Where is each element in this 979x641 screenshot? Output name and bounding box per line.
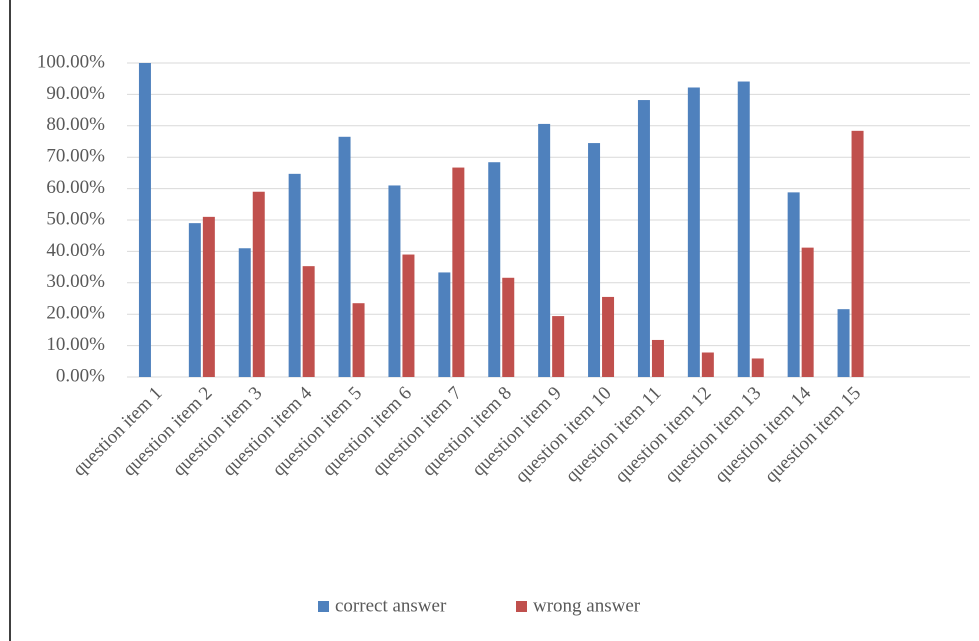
bar [138, 63, 151, 377]
legend-swatch [516, 601, 527, 612]
bar [338, 136, 351, 377]
y-tick-label: 30.00% [46, 271, 105, 292]
bar [552, 316, 565, 377]
y-tick-label: 40.00% [46, 240, 105, 261]
y-tick-label: 80.00% [46, 114, 105, 135]
bar [352, 303, 365, 377]
bar [502, 277, 515, 377]
y-tick-label: 90.00% [46, 83, 105, 104]
y-tick-label: 60.00% [46, 177, 105, 198]
bar [488, 162, 501, 377]
bar [302, 266, 315, 377]
bar [452, 167, 465, 377]
bar [787, 192, 800, 377]
y-tick-label: 0.00% [56, 365, 105, 386]
bar [538, 123, 551, 377]
bar [851, 130, 864, 377]
bar [202, 216, 215, 377]
bar [238, 248, 251, 377]
legend-swatch [318, 601, 329, 612]
y-tick-label: 70.00% [46, 146, 105, 167]
bar [402, 254, 415, 377]
bar [737, 81, 750, 377]
bar [188, 223, 201, 377]
bar [637, 100, 650, 377]
legend-label: correct answer [335, 595, 447, 616]
legend-label: wrong answer [533, 595, 641, 616]
bar [438, 272, 451, 377]
bar [701, 352, 714, 377]
bar [687, 87, 700, 377]
bar [751, 358, 764, 377]
bar [388, 185, 401, 377]
bar [588, 143, 601, 377]
bar [288, 173, 301, 377]
bar [252, 191, 265, 377]
y-tick-label: 100.00% [37, 51, 105, 72]
bar [801, 247, 814, 377]
bar [837, 309, 850, 377]
y-tick-label: 20.00% [46, 303, 105, 324]
bar [651, 339, 664, 377]
y-tick-label: 10.00% [46, 334, 105, 355]
y-tick-label: 50.00% [46, 208, 105, 229]
bar [602, 296, 615, 377]
